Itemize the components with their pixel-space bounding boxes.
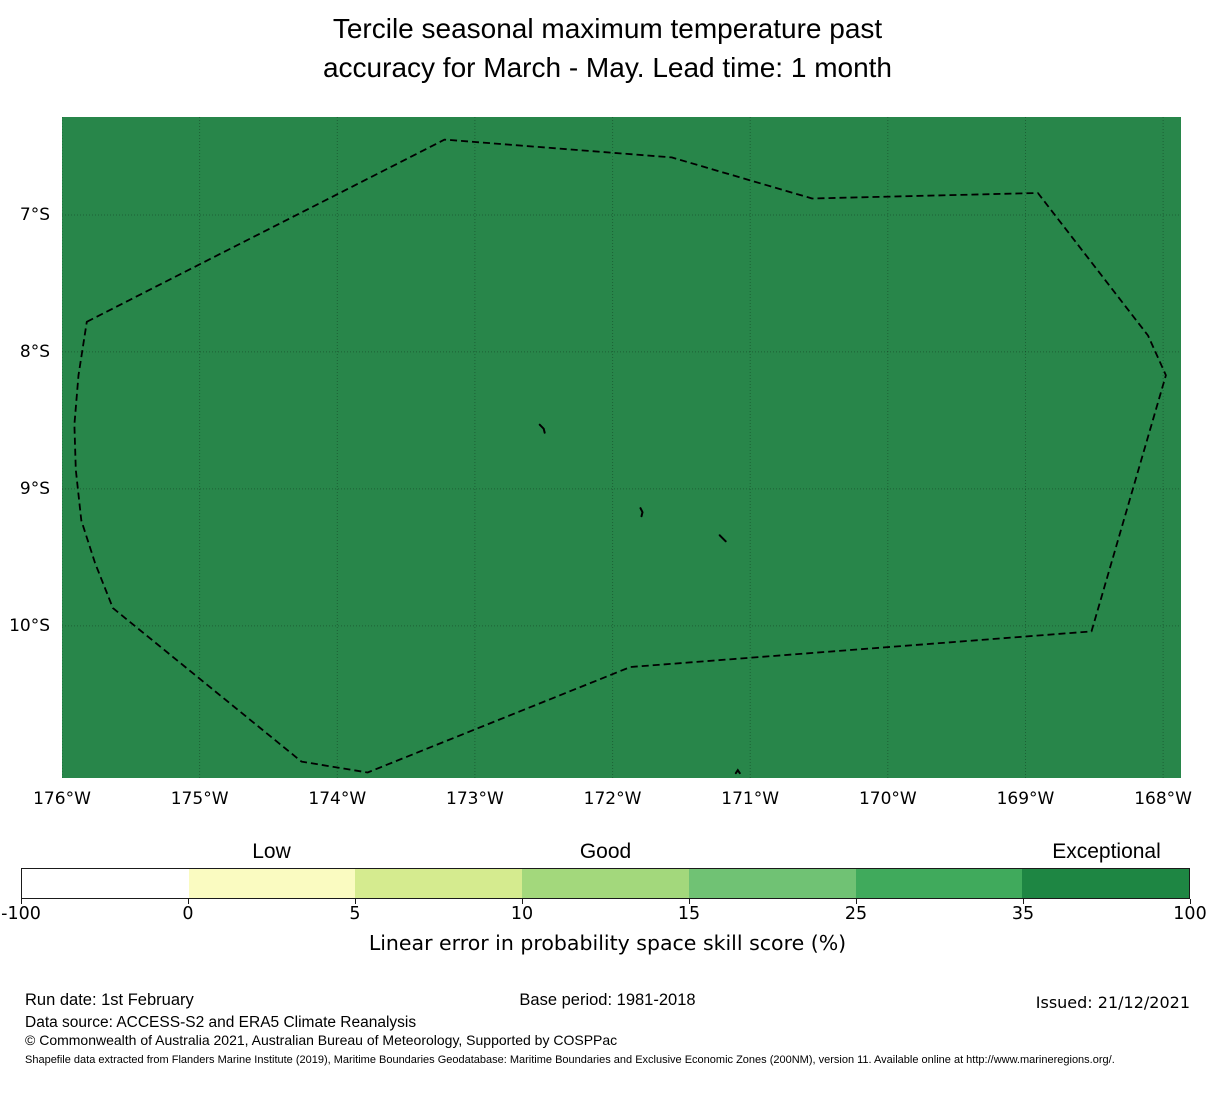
colorbar-segment xyxy=(188,869,356,898)
colorbar-segment xyxy=(855,869,1023,898)
y-tick-label: 8°S xyxy=(19,341,50,362)
colorbar-tick-label: 10 xyxy=(510,904,534,924)
chart-title-line1: Tercile seasonal maximum temperature pas… xyxy=(332,13,883,44)
colorbar-tickmark xyxy=(188,899,189,904)
colorbar-tick-label: 15 xyxy=(677,904,701,924)
colorbar-tick-label: 35 xyxy=(1011,904,1035,924)
colorbar-segment xyxy=(22,869,189,898)
colorbar-segment xyxy=(688,869,856,898)
issued-date-text: Issued: 21/12/2021 xyxy=(1035,993,1190,1012)
x-tick-label: 170°W xyxy=(858,789,917,809)
x-tick-label: 173°W xyxy=(446,789,504,809)
colorbar-segment xyxy=(355,869,523,898)
x-tick-label: 175°W xyxy=(170,789,229,809)
ocean-fill xyxy=(62,117,1181,778)
colorbar-quality-label: Good xyxy=(579,840,632,863)
colorbar-segment xyxy=(522,869,689,898)
colorbar-tickmark xyxy=(689,899,690,904)
colorbar-tickmark xyxy=(522,899,523,904)
colorbar-tickmark xyxy=(1190,899,1191,904)
x-tick-label: 174°W xyxy=(308,789,367,809)
x-tick-label: 176°W xyxy=(33,789,91,809)
chart-title: Tercile seasonal maximum temperature pas… xyxy=(0,9,1215,87)
chart-title-line2: accuracy for March - May. Lead time: 1 m… xyxy=(322,52,893,83)
shapefile-note-text: Shapefile data extracted from Flanders M… xyxy=(25,1054,1115,1066)
colorbar-tick-label: -100 xyxy=(1,904,41,924)
islet-4-icon xyxy=(734,768,741,775)
colorbar-quality-label: Exceptional xyxy=(1052,840,1161,863)
colorbar-tickmark xyxy=(355,899,356,904)
x-tick-label: 172°W xyxy=(583,789,642,809)
colorbar-tick-label: 5 xyxy=(349,904,361,924)
colorbar-tick-label: 25 xyxy=(844,904,868,924)
colorbar-segment xyxy=(1022,869,1190,898)
x-tick-label: 168°W xyxy=(1134,789,1192,809)
eez-boundary-line xyxy=(73,138,1167,774)
islet-2-icon xyxy=(639,507,644,518)
run-date-text: Run date: 1st February xyxy=(25,991,194,1009)
colorbar-tickmark xyxy=(856,899,857,904)
base-period-text: Base period: 1981-2018 xyxy=(519,991,696,1009)
colorbar-axis-label: Linear error in probability space skill … xyxy=(368,931,847,955)
x-tick-label: 169°W xyxy=(996,789,1055,809)
y-tick-label: 7°S xyxy=(19,204,50,225)
data-source-text: Data source: ACCESS-S2 and ERA5 Climate … xyxy=(25,1014,417,1031)
islet-3-icon xyxy=(718,534,727,543)
colorbar-tickmark xyxy=(21,899,22,904)
colorbar-tickmark xyxy=(1023,899,1024,904)
colorbar-tick-label: 0 xyxy=(182,904,194,924)
copyright-text: © Commonwealth of Australia 2021, Austra… xyxy=(25,1032,618,1048)
y-tick-label: 9°S xyxy=(19,478,50,499)
y-tick-label: 10°S xyxy=(9,615,50,636)
colorbar xyxy=(21,868,1190,899)
x-tick-label: 171°W xyxy=(721,789,780,809)
islet-1-icon xyxy=(538,423,546,434)
map-canvas xyxy=(62,117,1181,778)
colorbar-quality-label: Low xyxy=(252,840,291,863)
colorbar-tick-label: 100 xyxy=(1173,904,1207,924)
